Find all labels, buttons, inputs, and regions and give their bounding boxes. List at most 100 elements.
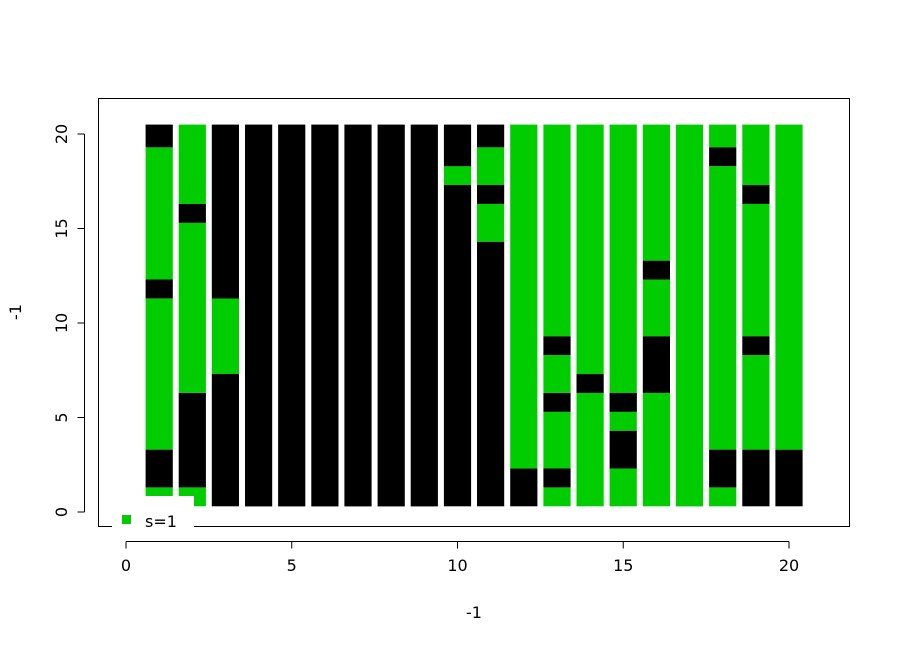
bar-column-19 [742, 124, 770, 507]
bar-segment-1-6 [145, 124, 173, 148]
bar-segment-19-4 [742, 185, 770, 204]
bar-segment-2-2 [178, 222, 206, 393]
bar-segment-18-4 [709, 124, 737, 148]
bar-segment-1-1 [145, 487, 173, 497]
x-tick-label-5: 5 [287, 556, 297, 575]
bar-column-16 [642, 124, 670, 507]
bar-segment-2-3 [178, 203, 206, 223]
bar-segments [145, 124, 803, 507]
bar-segment-10-0 [443, 185, 472, 507]
y-axis-label: -1 [6, 304, 25, 320]
bar-segment-14-1 [576, 374, 604, 393]
y-axis: 0 5 10 15 20 [52, 124, 85, 517]
bar-segment-11-1 [477, 203, 505, 242]
bar-segment-15-1 [609, 430, 637, 469]
bar-column-18 [709, 124, 737, 507]
bar-column-17 [675, 124, 704, 507]
x-tick-label-10: 10 [447, 556, 467, 575]
bar-segment-13-0 [543, 487, 571, 507]
x-tick-label-0: 0 [121, 556, 131, 575]
bar-column-11 [477, 124, 505, 507]
bar-segment-18-3 [709, 147, 737, 167]
x-axis-label: -1 [466, 603, 482, 622]
bar-segment-16-0 [642, 392, 670, 507]
bar-segment-2-1 [178, 392, 206, 488]
y-tick-label-5: 5 [52, 412, 71, 422]
bar-column-14 [576, 124, 604, 507]
bar-segment-2-4 [178, 124, 206, 204]
bar-segment-18-0 [709, 487, 737, 507]
x-tick-label-20: 20 [779, 556, 799, 575]
y-tick-label-0: 0 [52, 507, 71, 517]
bar-segment-15-0 [609, 468, 637, 507]
bar-segment-11-2 [477, 185, 505, 204]
bar-column-12 [510, 124, 538, 507]
bar-segment-13-1 [543, 468, 571, 488]
bar-column-9 [410, 124, 438, 507]
bar-segment-16-3 [642, 260, 670, 280]
bar-segment-20-0 [775, 449, 803, 507]
bar-segment-3-2 [211, 124, 239, 299]
bar-segment-16-2 [642, 279, 670, 337]
bar-segment-13-4 [543, 355, 571, 393]
x-tick-label-15: 15 [613, 556, 633, 575]
bar-segment-14-2 [576, 124, 604, 375]
bar-segment-16-1 [642, 336, 670, 393]
plot-frame [98, 98, 850, 527]
bar-segment-3-0 [211, 374, 239, 507]
bar-segment-14-0 [576, 392, 604, 507]
bar-column-20 [775, 124, 803, 507]
bar-segment-1-3 [145, 298, 173, 450]
bar-segment-5-0 [278, 124, 306, 507]
bar-column-8 [377, 124, 405, 507]
x-axis: 0 5 10 15 20 [121, 541, 799, 575]
bar-column-3 [211, 124, 239, 507]
bar-segment-16-4 [642, 124, 670, 261]
legend-label: s=1 [145, 512, 177, 531]
bar-segment-15-4 [609, 392, 637, 412]
bar-segment-1-4 [145, 279, 173, 299]
bar-column-6 [311, 124, 339, 507]
bar-segment-10-1 [443, 166, 472, 185]
bar-segment-17-0 [675, 124, 704, 507]
bar-column-10 [443, 124, 472, 507]
bar-segment-13-3 [543, 392, 571, 412]
bar-column-4 [245, 124, 273, 507]
bar-segment-19-3 [742, 203, 770, 337]
bar-segment-12-0 [510, 468, 538, 507]
bar-segment-15-5 [609, 124, 637, 393]
bar-segment-8-0 [377, 124, 405, 507]
bar-segment-7-0 [344, 124, 372, 507]
bar-segment-11-4 [477, 124, 505, 148]
bar-segment-19-2 [742, 336, 770, 356]
bar-segment-13-6 [543, 124, 571, 337]
bar-column-1 [145, 124, 173, 507]
bar-segment-3-1 [211, 298, 239, 374]
y-tick-label-15: 15 [52, 218, 71, 238]
bar-column-15 [609, 124, 637, 507]
bar-segment-12-1 [510, 124, 538, 469]
y-tick-label-10: 10 [52, 313, 71, 333]
bar-segment-9-0 [410, 124, 438, 507]
bar-column-2 [178, 124, 206, 507]
bar-segment-10-2 [443, 124, 472, 167]
bar-column-5 [278, 124, 306, 507]
legend: s=1 [112, 496, 194, 536]
bar-segment-13-2 [543, 411, 571, 469]
bar-segment-19-0 [742, 449, 770, 507]
bar-segment-20-1 [775, 124, 803, 450]
bar-segment-19-1 [742, 355, 770, 450]
bar-segment-4-0 [245, 124, 273, 507]
bar-segment-6-0 [311, 124, 339, 507]
bar-segment-19-5 [742, 124, 770, 186]
bar-segment-1-5 [145, 147, 173, 280]
bar-column-7 [344, 124, 372, 507]
bar-column-13 [543, 124, 571, 507]
bar-segment-11-3 [477, 147, 505, 185]
y-tick-label-20: 20 [52, 124, 71, 144]
bar-segment-15-2 [609, 411, 637, 431]
bar-segment-11-0 [477, 241, 505, 507]
bar-segment-13-5 [543, 336, 571, 356]
legend-swatch [122, 515, 131, 524]
